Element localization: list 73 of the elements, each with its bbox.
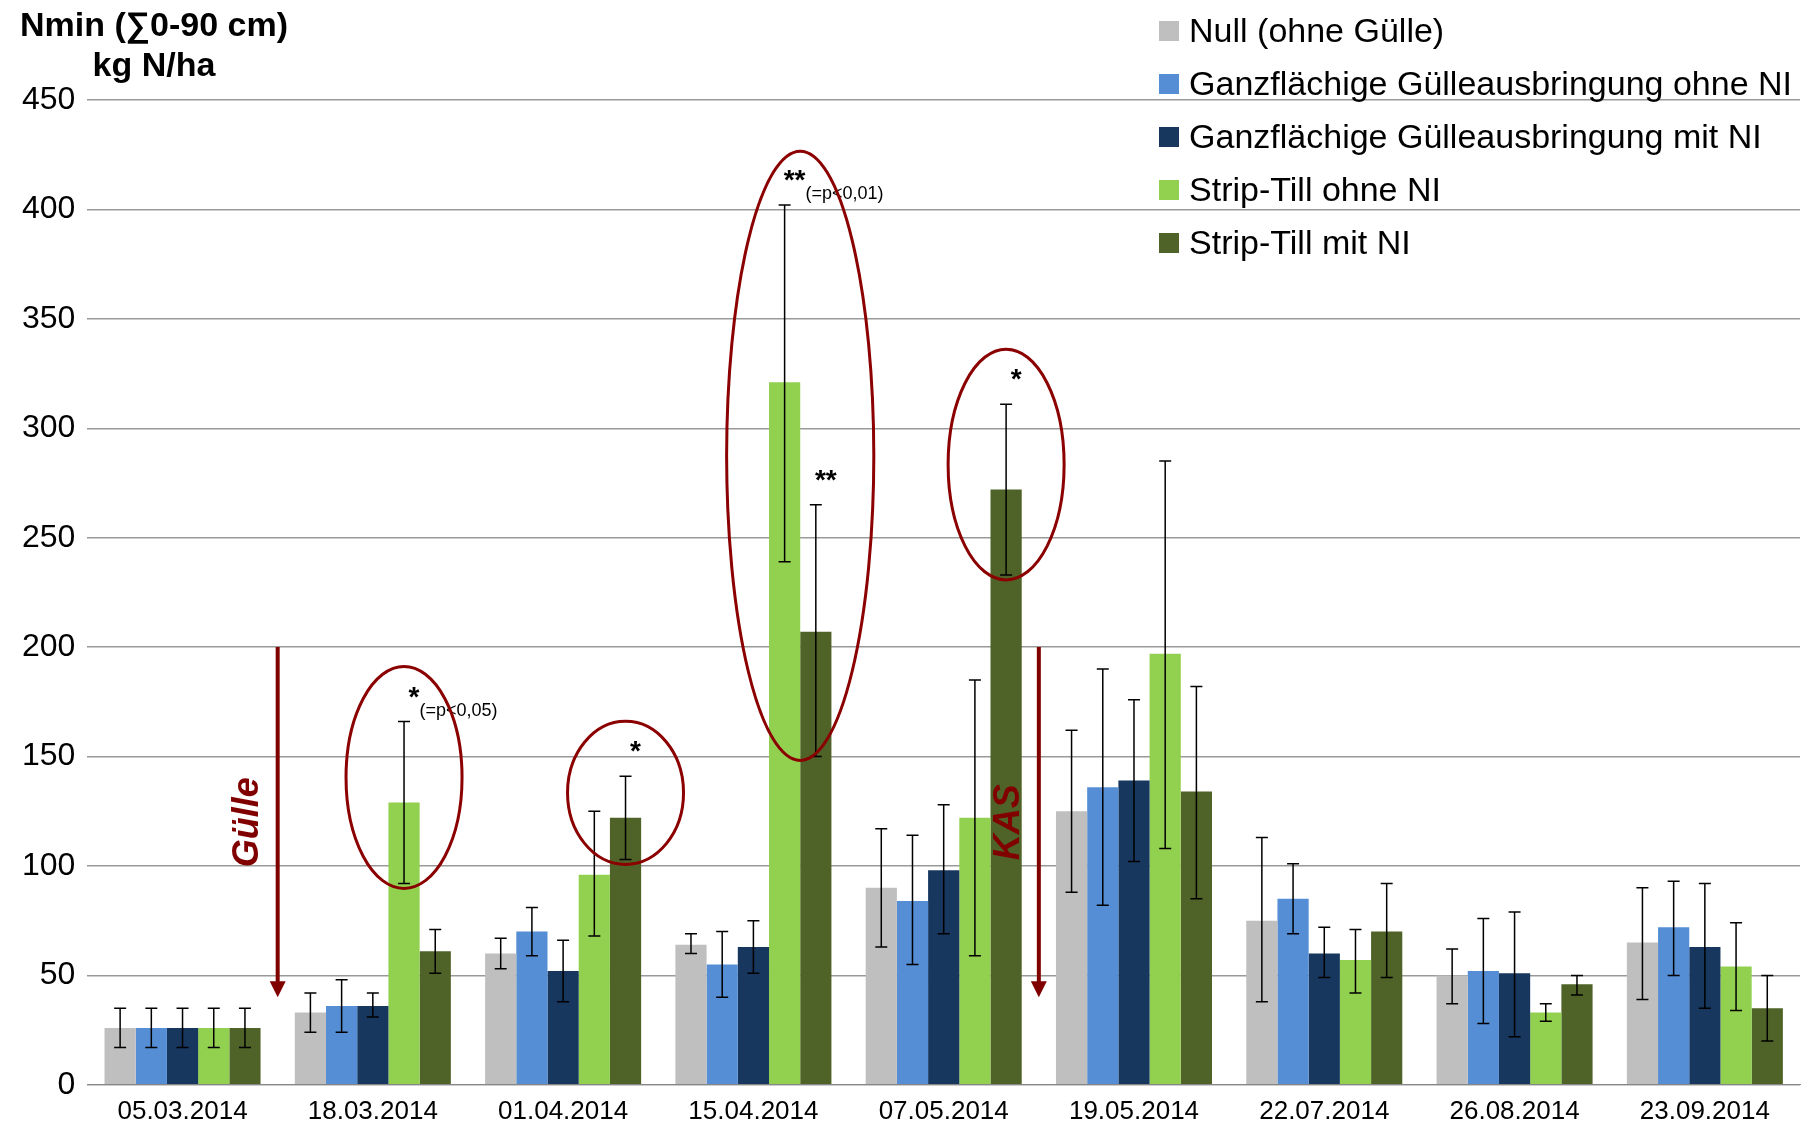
y-tick-label: 150 xyxy=(22,736,76,773)
x-tick-label: 18.03.2014 xyxy=(307,1094,438,1125)
bar xyxy=(104,1027,136,1085)
bar xyxy=(1055,811,1088,1085)
x-tick-label: 26.08.2014 xyxy=(1449,1094,1580,1125)
annotation: Gülle xyxy=(224,777,266,868)
bar xyxy=(896,900,929,1085)
legend-label: Strip-Till ohne NI xyxy=(1189,170,1441,209)
bar xyxy=(1530,1012,1562,1085)
bar xyxy=(229,1027,261,1085)
bar xyxy=(706,964,738,1085)
bar xyxy=(675,944,707,1085)
x-tick-label: 22.07.2014 xyxy=(1259,1094,1390,1125)
bar xyxy=(1277,898,1309,1085)
bar xyxy=(1246,920,1278,1085)
annotation: * xyxy=(1010,363,1022,395)
y-tick-label: 350 xyxy=(22,298,76,335)
x-tick-label: 19.05.2014 xyxy=(1068,1094,1200,1125)
legend-label: Ganzflächige Gülleausbringung mit NI xyxy=(1189,117,1762,156)
x-tick-label: 23.09.2014 xyxy=(1639,1094,1770,1125)
x-tick-label: 05.03.2014 xyxy=(117,1094,248,1125)
bar xyxy=(1626,942,1659,1085)
bar xyxy=(1087,787,1119,1085)
bar xyxy=(928,870,960,1085)
annotation: ** xyxy=(814,463,837,495)
x-tick-label: 07.05.2014 xyxy=(878,1094,1009,1125)
x-tick-label: 15.04.2014 xyxy=(688,1094,819,1125)
bar xyxy=(1689,946,1721,1085)
bar xyxy=(294,1012,327,1085)
y-tick-label: 200 xyxy=(22,626,76,663)
bar xyxy=(1118,780,1150,1085)
bar xyxy=(357,1006,389,1085)
bar xyxy=(1751,1008,1783,1085)
legend-label: Strip-Till mit NI xyxy=(1189,223,1411,262)
bar xyxy=(959,817,991,1085)
bar xyxy=(769,382,801,1085)
y-tick-label: 100 xyxy=(22,845,76,882)
x-tick-label: 01.04.2014 xyxy=(498,1094,629,1125)
bar xyxy=(516,931,548,1085)
bar xyxy=(1339,960,1372,1085)
bar xyxy=(800,631,832,1085)
y-tick-label: 250 xyxy=(22,517,76,554)
y-tick-label: 50 xyxy=(39,955,76,992)
annotation: KAS xyxy=(985,784,1027,861)
bar xyxy=(1308,953,1340,1085)
y-tick-label: 0 xyxy=(57,1064,76,1101)
bar xyxy=(388,802,420,1085)
bar xyxy=(198,1027,230,1085)
bar xyxy=(737,946,770,1085)
bar xyxy=(1371,931,1403,1085)
bar xyxy=(1149,653,1181,1085)
y-tick-label: 400 xyxy=(22,189,76,226)
bar xyxy=(485,953,517,1085)
bar xyxy=(547,971,579,1085)
bar xyxy=(1180,791,1212,1085)
bar xyxy=(166,1027,199,1085)
bar xyxy=(578,874,610,1085)
legend-label: Null (ohne Gülle) xyxy=(1189,11,1445,50)
bar xyxy=(326,1006,358,1085)
bar xyxy=(1498,973,1531,1085)
bar xyxy=(1561,984,1593,1085)
bar xyxy=(135,1027,167,1085)
bar xyxy=(1720,966,1752,1085)
bar xyxy=(1436,975,1468,1085)
bar xyxy=(990,489,1022,1085)
bar xyxy=(1467,971,1499,1085)
annotation: * xyxy=(630,735,642,767)
y-tick-label: 300 xyxy=(22,408,76,445)
bar xyxy=(865,887,897,1085)
bar xyxy=(1658,927,1690,1085)
bar xyxy=(609,817,642,1085)
legend-label: Ganzflächige Gülleausbringung ohne NI xyxy=(1189,64,1792,103)
bar xyxy=(419,951,451,1085)
